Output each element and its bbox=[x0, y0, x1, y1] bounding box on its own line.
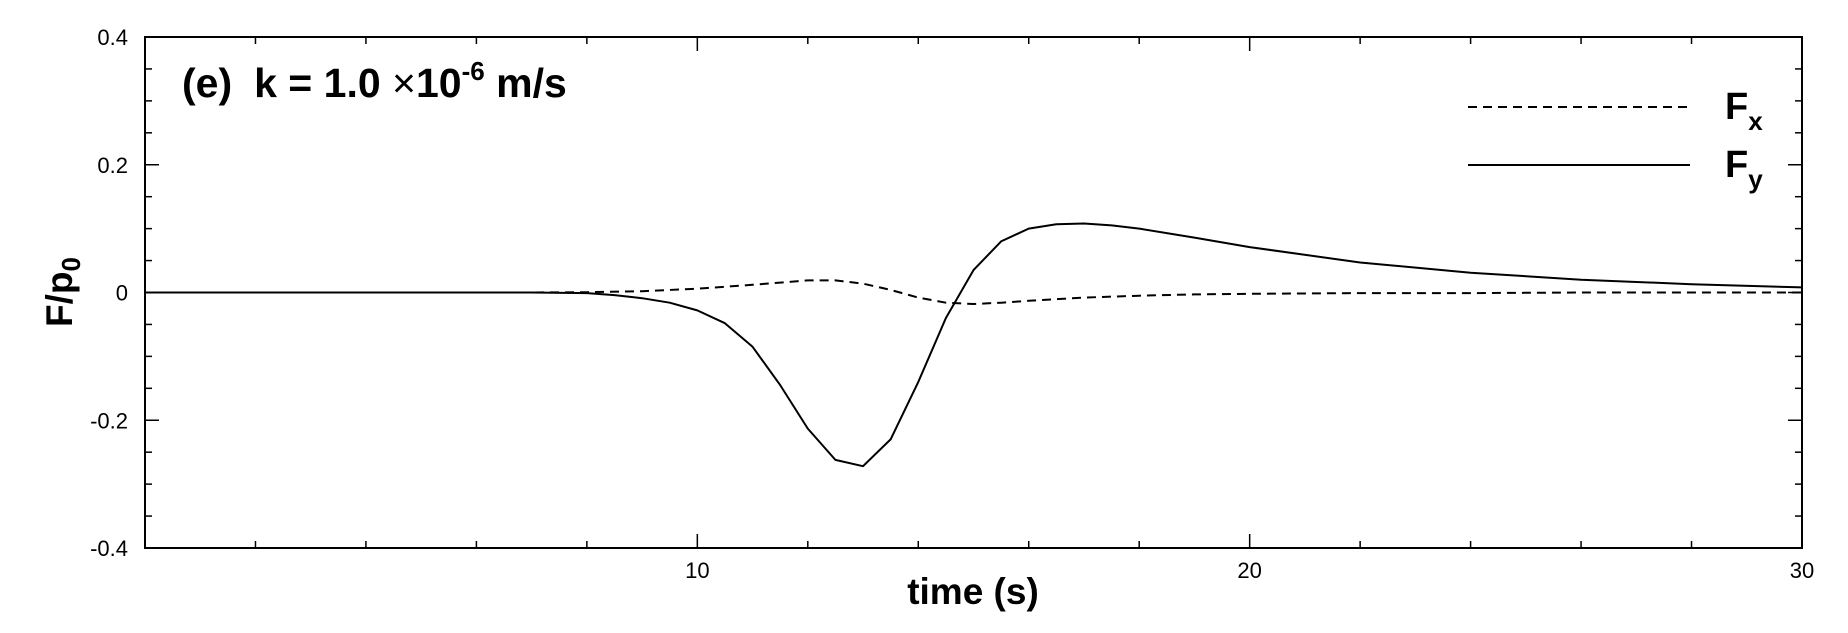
x-axis-title: time (s) bbox=[907, 571, 1039, 612]
legend-label-fy-sub: y bbox=[1748, 164, 1763, 194]
y-tick-label: 0.4 bbox=[97, 25, 128, 50]
k-exponent: -6 bbox=[462, 56, 485, 86]
times-sign: × bbox=[392, 60, 416, 106]
y-tick-label: -0.4 bbox=[90, 536, 128, 561]
x-tick-label: 10 bbox=[685, 558, 709, 583]
legend-label-fx-sub: x bbox=[1748, 106, 1763, 136]
y-tick-label: -0.2 bbox=[90, 408, 128, 433]
legend-label-fy: Fy bbox=[1725, 144, 1763, 194]
panel-annotation: (e) k = 1.0 ×10-6 m/s bbox=[182, 56, 567, 106]
x-tick-label: 20 bbox=[1237, 558, 1261, 583]
k-unit: m/s bbox=[485, 60, 567, 106]
x-tick-label: 30 bbox=[1790, 558, 1814, 583]
y-tick-label: 0 bbox=[116, 281, 128, 306]
tick-labels-layer: 10 20 30 -0.4 -0.2 0 0.2 0.4 bbox=[90, 25, 1814, 583]
k-base: 10 bbox=[416, 60, 462, 106]
y-axis-title-sub: 0 bbox=[56, 257, 86, 271]
y-tick-label: 0.2 bbox=[97, 153, 128, 178]
legend-label-fx-base: F bbox=[1725, 86, 1748, 128]
panel-label: (e) bbox=[182, 60, 232, 106]
legend-label-fx: Fx bbox=[1725, 86, 1763, 136]
ticks-layer bbox=[145, 36, 1802, 549]
series-layer bbox=[145, 222, 1803, 468]
y-axis-title: F/p0 bbox=[39, 257, 86, 327]
y-axis-title-base: F/p bbox=[39, 271, 80, 326]
series-fx-line bbox=[145, 279, 1802, 305]
series-fy-line bbox=[145, 222, 1803, 468]
legend: Fx Fy bbox=[1468, 86, 1763, 194]
legend-label-fy-base: F bbox=[1725, 144, 1748, 186]
k-prefix: k = 1.0 bbox=[254, 60, 392, 106]
